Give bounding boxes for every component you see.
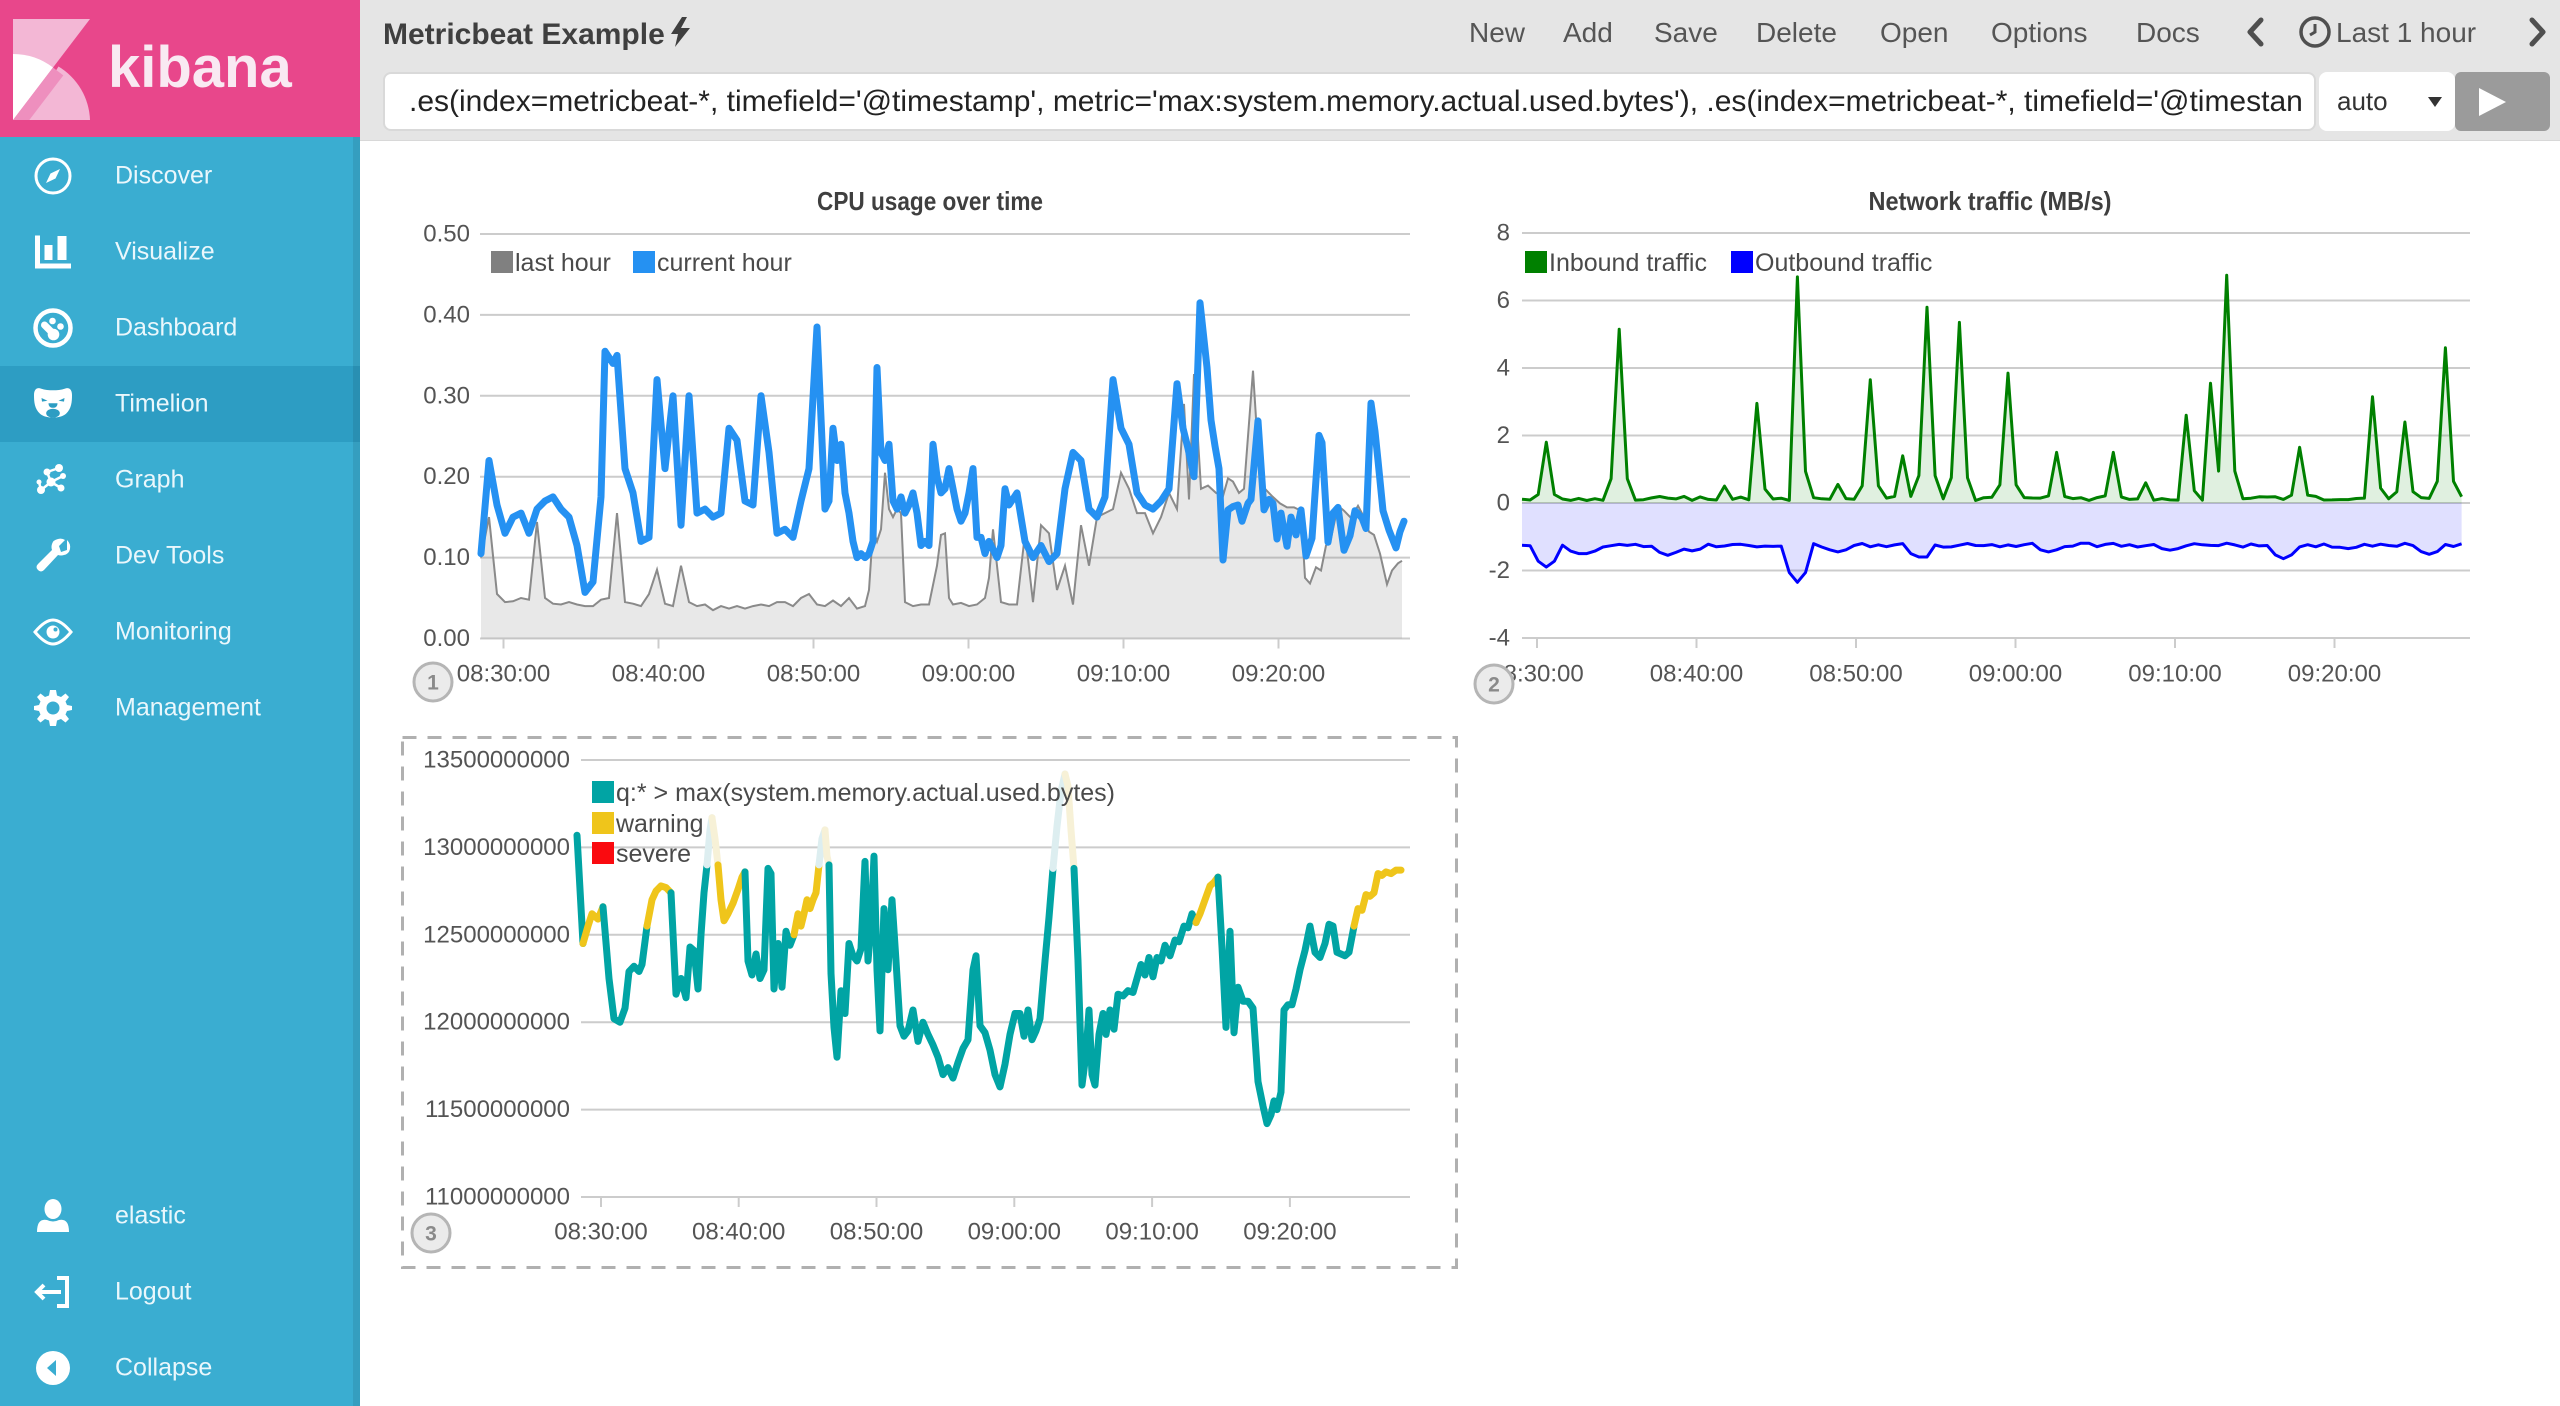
svg-text:09:20:00: 09:20:00: [1232, 661, 1325, 688]
svg-text:0.00: 0.00: [423, 625, 470, 652]
svg-text:Outbound traffic: Outbound traffic: [1755, 249, 1932, 277]
svg-text:0.10: 0.10: [423, 544, 470, 571]
svg-text:08:50:00: 08:50:00: [767, 661, 860, 688]
svg-text:09:20:00: 09:20:00: [1243, 1219, 1336, 1246]
svg-text:08:30:00: 08:30:00: [457, 661, 550, 688]
svg-text:08:40:00: 08:40:00: [612, 661, 705, 688]
svg-text:0.30: 0.30: [423, 382, 470, 409]
svg-text:4: 4: [1497, 355, 1510, 382]
svg-text:11500000000: 11500000000: [425, 1096, 570, 1123]
svg-text:warning: warning: [615, 810, 704, 838]
svg-text:6: 6: [1497, 287, 1510, 314]
svg-text:12500000000: 12500000000: [423, 921, 570, 948]
svg-text:Inbound traffic: Inbound traffic: [1549, 249, 1707, 277]
svg-text:-4: -4: [1489, 625, 1510, 652]
svg-text:0: 0: [1497, 490, 1510, 517]
svg-text:11000000000: 11000000000: [425, 1184, 570, 1211]
svg-text:08:50:00: 08:50:00: [830, 1219, 923, 1246]
svg-text:09:00:00: 09:00:00: [922, 661, 1015, 688]
svg-text:09:10:00: 09:10:00: [1077, 661, 1170, 688]
svg-text:13500000000: 13500000000: [423, 747, 570, 774]
svg-text:08:50:00: 08:50:00: [1809, 661, 1902, 688]
svg-text:Network traffic (MB/s): Network traffic (MB/s): [1869, 186, 2112, 216]
svg-text:CPU usage over time: CPU usage over time: [817, 186, 1043, 216]
svg-text:09:10:00: 09:10:00: [1105, 1219, 1198, 1246]
svg-text:09:20:00: 09:20:00: [2288, 661, 2381, 688]
svg-text:severe: severe: [616, 840, 691, 868]
svg-text:0.50: 0.50: [423, 221, 470, 248]
svg-text:09:00:00: 09:00:00: [1969, 661, 2062, 688]
svg-text:0.40: 0.40: [423, 302, 470, 329]
svg-text:8: 8: [1497, 220, 1510, 247]
svg-text:12000000000: 12000000000: [423, 1009, 570, 1036]
svg-text:current hour: current hour: [657, 249, 792, 277]
svg-text:q:* > max(system.memory.actual: q:* > max(system.memory.actual.used.byte…: [616, 779, 1115, 807]
svg-text:08:30:00: 08:30:00: [554, 1219, 647, 1246]
svg-text:09:00:00: 09:00:00: [968, 1219, 1061, 1246]
svg-text:3: 3: [425, 1223, 437, 1246]
svg-text:-2: -2: [1489, 557, 1510, 584]
svg-text:08:40:00: 08:40:00: [692, 1219, 785, 1246]
svg-text:08:40:00: 08:40:00: [1650, 661, 1743, 688]
svg-text:13000000000: 13000000000: [423, 834, 570, 861]
svg-text:2: 2: [1497, 422, 1510, 449]
svg-text:1: 1: [427, 672, 439, 695]
svg-text:09:10:00: 09:10:00: [2128, 661, 2221, 688]
svg-text:2: 2: [1488, 674, 1500, 697]
svg-text:0.20: 0.20: [423, 463, 470, 490]
svg-text:last hour: last hour: [515, 249, 611, 277]
